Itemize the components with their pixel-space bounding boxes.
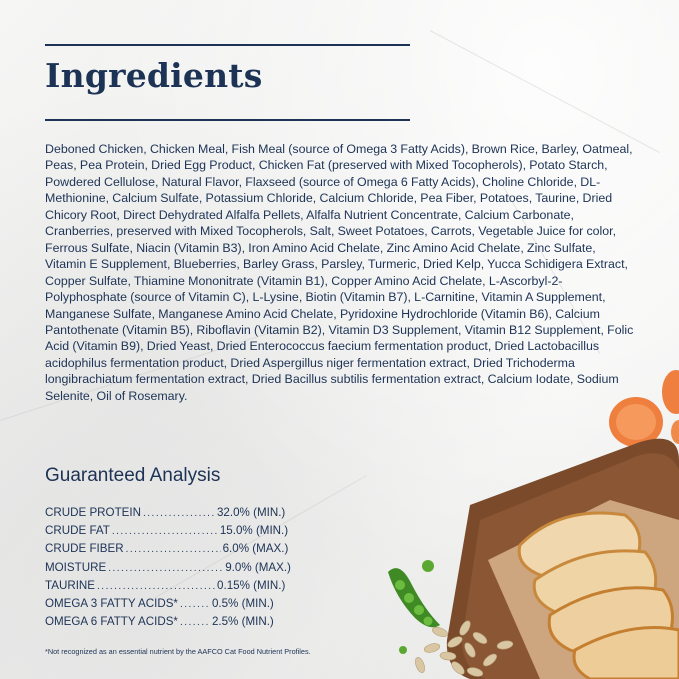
oats-pile-icon	[415, 620, 514, 677]
carrot-slices-icon	[609, 370, 679, 447]
analysis-name: OMEGA 3 FATTY ACIDS*	[45, 596, 178, 610]
chicken-slices-icon	[517, 511, 679, 679]
analysis-value: 32.0% (MIN.)	[216, 506, 286, 519]
analysis-name: CRUDE FAT	[45, 524, 110, 538]
pea-pod-icon	[388, 560, 440, 654]
analysis-row-crude-fiber: CRUDE FIBER ............................…	[45, 542, 291, 560]
leader-dots: ........................................…	[108, 562, 224, 574]
analysis-value: 0.15% (MIN.)	[217, 578, 286, 592]
title-underline	[45, 119, 410, 121]
analysis-name: MOISTURE	[45, 560, 107, 574]
page-title: Ingredients	[45, 56, 263, 95]
analysis-row-omega-6: OMEGA 6 FATTY ACIDS* .............. 2.5%…	[45, 615, 291, 633]
analysis-row-moisture: MOISTURE ...............................…	[45, 561, 291, 579]
ingredients-text: Deboned Chicken, Chicken Meal, Fish Meal…	[45, 142, 634, 403]
leader-dots: ........................................…	[111, 526, 218, 538]
analysis-value: 2.5% (MIN.)	[211, 615, 274, 629]
analysis-row-omega-3: OMEGA 3 FATTY ACIDS* .............. 0.5%…	[45, 597, 291, 615]
guaranteed-analysis-table: CRUDE PROTEIN ..........................…	[45, 506, 291, 633]
analysis-name: TAURINE	[45, 578, 96, 592]
analysis-name: CRUDE FIBER	[45, 542, 124, 556]
analysis-row-crude-fat: CRUDE FAT ..............................…	[45, 524, 291, 542]
leader-dots: ........................................…	[125, 544, 221, 556]
analysis-row-taurine: TAURINE ................................…	[45, 579, 291, 597]
leader-dots: ............................	[142, 508, 215, 519]
leader-dots: ..............	[179, 617, 210, 629]
analysis-value: 0.5% (MIN.)	[211, 596, 274, 610]
top-rule	[45, 44, 410, 46]
analysis-row-crude-protein: CRUDE PROTEIN ..........................…	[45, 506, 291, 524]
leader-dots: ..............	[179, 598, 210, 610]
guaranteed-analysis-title: Guaranteed Analysis	[45, 465, 221, 486]
analysis-value: 6.0% (MAX.)	[222, 542, 289, 556]
leader-dots: ........................................…	[97, 580, 215, 592]
analysis-name: CRUDE PROTEIN	[45, 506, 141, 519]
analysis-value: 9.0% (MAX.)	[225, 560, 291, 574]
footnote: *Not recognized as an essential nutrient…	[45, 647, 311, 656]
analysis-name: OMEGA 6 FATTY ACIDS*	[45, 615, 178, 629]
analysis-value: 15.0% (MIN.)	[219, 524, 289, 538]
